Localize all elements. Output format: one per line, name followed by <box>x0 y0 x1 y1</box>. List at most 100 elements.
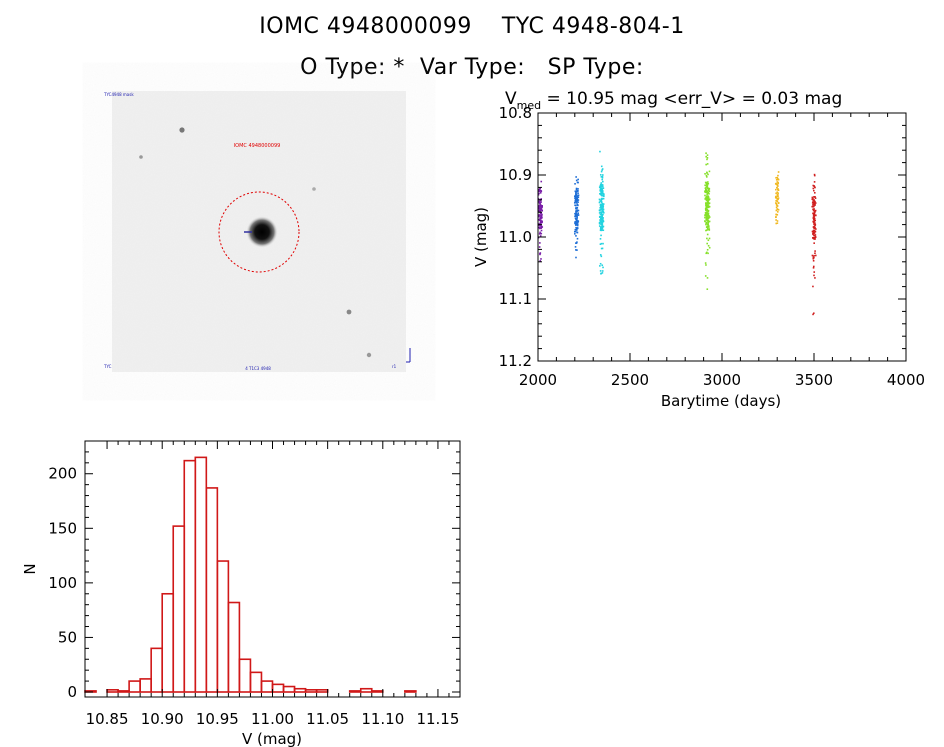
light-curve-point <box>539 210 541 213</box>
light-curve-point <box>705 212 707 215</box>
light-curve-point <box>811 230 814 233</box>
light-curve-point <box>601 202 604 205</box>
light-curve-point <box>602 187 605 190</box>
light-curve-point <box>541 205 543 207</box>
light-curve-point <box>707 221 710 224</box>
light-curve-point <box>777 178 780 181</box>
light-curve-point <box>814 186 816 189</box>
histogram-bar <box>150 647 164 693</box>
light-curve-point <box>575 214 578 217</box>
light-curve-point <box>539 187 541 190</box>
light-curve-point <box>813 234 816 236</box>
light-curve-point <box>599 229 602 232</box>
light-curve-point <box>600 182 603 184</box>
light-curve-point <box>706 288 709 290</box>
histogram-bar <box>238 658 252 693</box>
light-curve-point <box>814 219 817 222</box>
light-curve-point <box>576 237 579 240</box>
light-curve-point <box>705 190 707 192</box>
light-curve-point <box>539 216 542 218</box>
light-curve-point <box>813 203 815 205</box>
light-curve-point <box>602 210 605 213</box>
light-curve-point <box>600 165 603 168</box>
light-curve-point <box>775 222 778 225</box>
light-curve-point <box>707 192 709 195</box>
light-curve-point <box>706 176 708 178</box>
histogram-xtick-label: 11.05 <box>306 710 349 728</box>
light-curve-point <box>538 192 540 195</box>
light-curve-point <box>600 191 603 194</box>
light-curve-point <box>705 155 707 158</box>
light-curve-point <box>706 229 708 231</box>
histogram-bar <box>359 687 373 693</box>
light-curve-point <box>537 218 540 221</box>
light-curve-point <box>777 171 780 173</box>
light-curve-point <box>537 210 540 213</box>
light-curve-point <box>540 201 542 203</box>
light-curve-point <box>708 205 711 208</box>
light-curve-point <box>600 199 603 202</box>
light-curve-point <box>708 228 711 230</box>
light-curve-point <box>600 242 603 245</box>
light-curve-point <box>601 270 604 272</box>
light-curve-point <box>602 211 605 214</box>
light-curve-point <box>706 221 708 224</box>
light-curve-point <box>707 223 709 225</box>
light-curve-point <box>812 201 814 203</box>
light-curve-point <box>706 248 709 251</box>
light-curve-point <box>599 270 602 272</box>
light-curve-point <box>539 208 542 210</box>
light-curve-point <box>573 202 576 204</box>
histogram-bar <box>404 690 417 693</box>
light-curve-point <box>776 200 778 202</box>
light-curve-point <box>577 194 580 197</box>
light-curve-point <box>601 206 603 208</box>
field-star <box>346 309 352 315</box>
light-curve-point <box>704 194 706 197</box>
light-curve-point <box>601 224 604 226</box>
light-curve-point <box>777 192 779 194</box>
light-curve-point <box>775 179 778 181</box>
light-curve-point <box>601 224 603 227</box>
light-curve-point <box>601 247 604 250</box>
light-curve-point <box>812 257 815 260</box>
field-star <box>179 127 185 133</box>
light-curve-point <box>706 190 709 193</box>
light-curve-point <box>539 252 542 254</box>
light-curve-point <box>539 218 541 220</box>
target-label: IOMC 4948000099 <box>234 143 281 149</box>
light-curve-point <box>811 196 814 199</box>
light-curve-point <box>706 201 709 204</box>
light-curve-point <box>706 227 709 230</box>
light-curve-point <box>775 209 778 212</box>
light-curve-point <box>814 223 817 226</box>
light-curve-point <box>707 220 709 222</box>
histogram-bar <box>183 459 197 693</box>
light-curve-point <box>598 221 601 224</box>
light-curve-point <box>812 205 814 208</box>
light-curve-point <box>813 223 815 225</box>
light-curve-point <box>705 197 707 199</box>
light-curve-point <box>601 211 603 213</box>
light-curve-point <box>775 206 778 209</box>
light-curve-point <box>812 203 814 206</box>
light-curve-point <box>706 171 708 174</box>
light-curve-point <box>539 242 541 244</box>
light-curve-point <box>777 182 780 185</box>
light-curve-point <box>601 209 603 211</box>
light-curve-point <box>813 215 816 217</box>
histogram-ytick-label: 150 <box>48 519 77 537</box>
light-curve-point <box>538 226 541 229</box>
light-curve-point <box>599 243 602 246</box>
light-curve-point <box>707 212 710 215</box>
light-curve-point <box>599 174 602 176</box>
histogram-bar <box>271 683 285 693</box>
light-curve-point <box>775 192 777 195</box>
light-curve-point <box>812 221 815 224</box>
light-curve-point <box>777 174 779 177</box>
light-curve-point <box>707 228 709 231</box>
histogram-bar <box>227 601 241 693</box>
light-curve-point <box>599 207 601 209</box>
light-curve-point <box>707 217 709 220</box>
histogram-ylabel: N <box>21 563 39 574</box>
